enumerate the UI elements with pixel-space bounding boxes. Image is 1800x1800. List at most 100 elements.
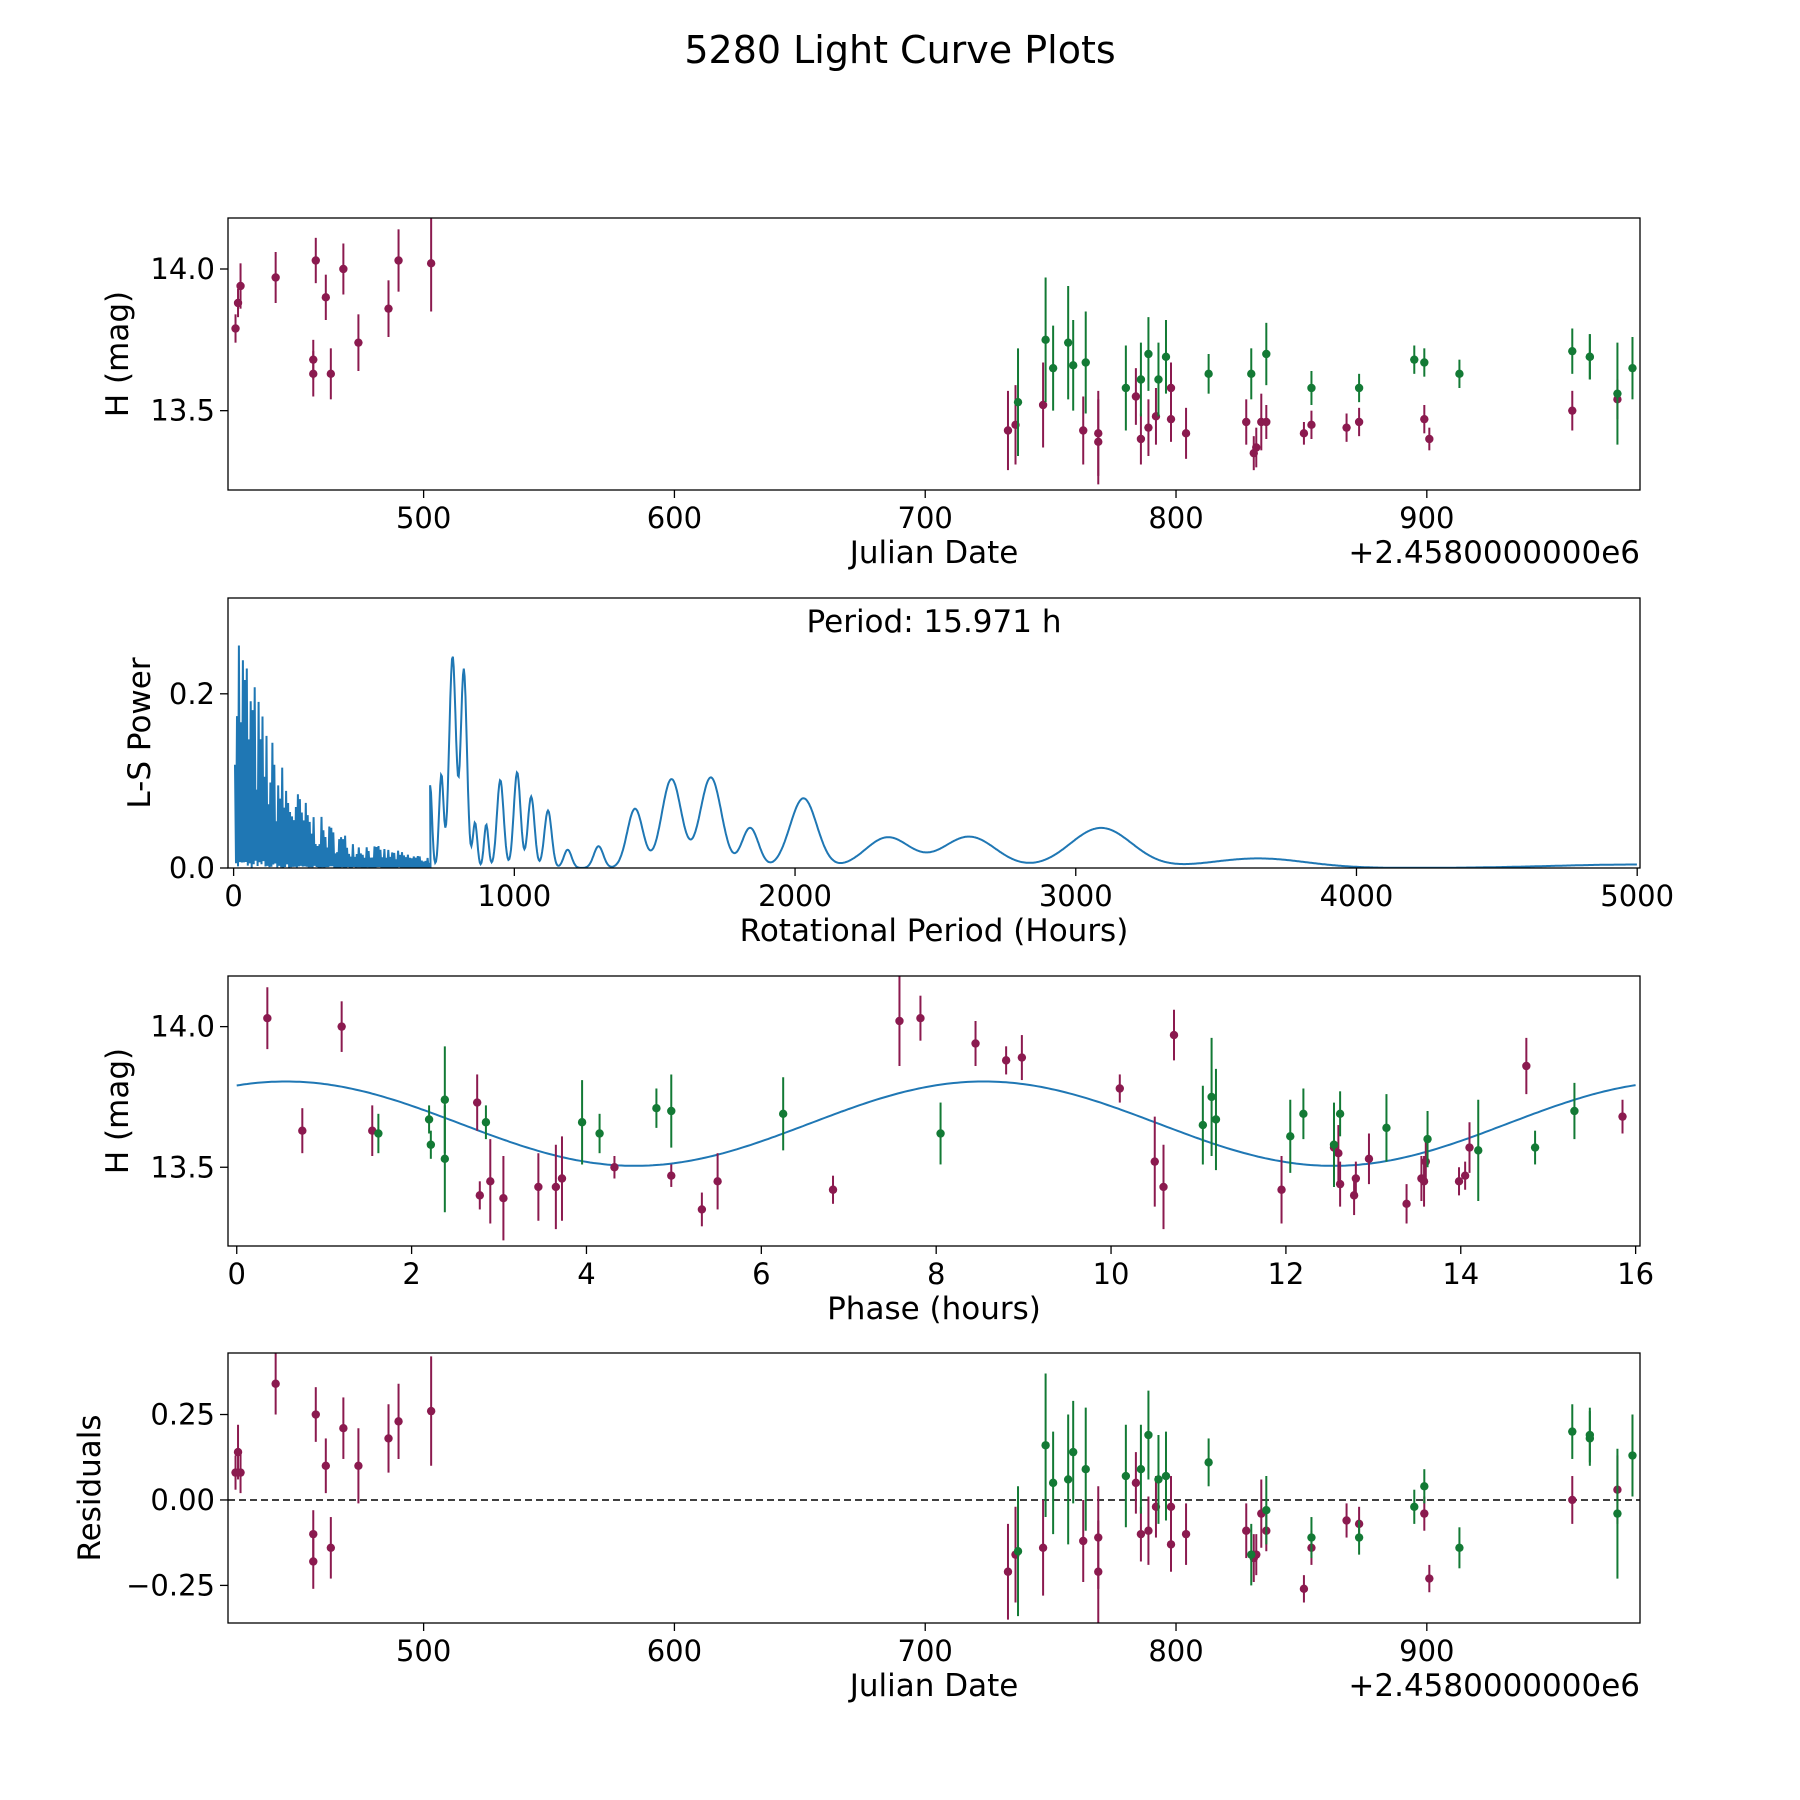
green-data-point: [1570, 1106, 1579, 1116]
maroon-data-point: [309, 1557, 318, 1566]
green-data-point: [1081, 1465, 1090, 1474]
green-data-point: [1455, 369, 1464, 379]
green-data-point: [1382, 1123, 1391, 1133]
green-data-point: [1247, 369, 1256, 379]
green-data-point: [1628, 1451, 1637, 1460]
maroon-data-point: [1136, 434, 1146, 444]
maroon-data-point: [1017, 1053, 1027, 1062]
maroon-data-point: [1079, 426, 1088, 435]
maroon-data-point: [916, 1013, 925, 1023]
maroon-data-point: [1425, 1574, 1434, 1583]
maroon-data-point: [384, 304, 393, 313]
maroon-data-point: [321, 293, 331, 302]
maroon-data-point: [1131, 1478, 1141, 1488]
maroon-data-point: [697, 1205, 707, 1214]
maroon-data-point: [1618, 1112, 1627, 1121]
green-data-point: [1354, 383, 1364, 393]
x-tick-label: 800: [1148, 501, 1203, 535]
y-tick-label: 13.5: [150, 1150, 215, 1184]
maroon-data-point: [1242, 417, 1251, 427]
green-data-point: [1410, 355, 1419, 364]
maroon-data-point: [339, 1423, 348, 1433]
y-tick-label: 0.25: [150, 1398, 215, 1432]
green-data-point: [595, 1129, 604, 1138]
maroon-data-point: [1181, 1529, 1191, 1539]
green-data-point: [1121, 383, 1131, 393]
maroon-data-point: [557, 1174, 567, 1183]
green-data-point: [1068, 361, 1078, 370]
maroon-data-point: [828, 1185, 838, 1194]
green-data-point: [1063, 338, 1073, 347]
maroon-data-point: [394, 1417, 403, 1426]
green-data-point: [1154, 375, 1163, 384]
green-data-point: [1335, 1109, 1345, 1119]
green-data-point: [1530, 1143, 1540, 1152]
x-tick-label: 6: [752, 1257, 770, 1291]
x-tick-label: 800: [1148, 1634, 1203, 1668]
lightcurve-offset-text: +2.4580000000e6: [1348, 535, 1640, 571]
maroon-data-point: [1001, 1056, 1011, 1065]
lightcurve-xlabel: Julian Date: [848, 535, 1019, 571]
y-tick-label: 14.0: [150, 1010, 215, 1044]
green-data-point: [1247, 1550, 1256, 1559]
x-tick-label: 2000: [758, 879, 832, 913]
green-data-point: [1420, 358, 1429, 367]
x-tick-label: 700: [898, 501, 953, 535]
periodogram-ylabel: L-S Power: [122, 657, 158, 808]
residuals-offset-text: +2.4580000000e6: [1348, 1668, 1640, 1704]
maroon-data-point: [1522, 1061, 1531, 1071]
maroon-data-point: [337, 1022, 346, 1031]
maroon-data-point: [1568, 406, 1577, 415]
green-data-point: [1211, 1115, 1221, 1124]
green-data-point: [1136, 375, 1146, 384]
maroon-data-point: [1460, 1171, 1470, 1180]
green-data-point: [1420, 1482, 1429, 1491]
maroon-data-point: [472, 1098, 482, 1107]
maroon-data-point: [1307, 420, 1316, 430]
green-data-point: [1410, 1502, 1419, 1511]
green-data-point: [426, 1140, 436, 1149]
maroon-data-point: [1131, 392, 1141, 401]
maroon-data-point: [534, 1182, 543, 1192]
maroon-data-point: [1342, 1516, 1351, 1525]
green-data-point: [1585, 1430, 1595, 1440]
plot-area: [231, 218, 1637, 485]
y-tick-label: −0.25: [126, 1568, 215, 1602]
x-tick-label: 900: [1399, 501, 1454, 535]
green-data-point: [1455, 1543, 1464, 1553]
x-tick-label: 12: [1267, 1257, 1304, 1291]
maroon-data-point: [1079, 1536, 1088, 1546]
maroon-data-point: [1181, 429, 1191, 438]
maroon-data-point: [1038, 400, 1048, 410]
maroon-data-point: [236, 1468, 245, 1477]
periodogram-panel: L-S Power Rotational Period (Hours) Peri…: [122, 597, 1674, 949]
plot-area: [234, 645, 1637, 868]
green-data-point: [1013, 1547, 1023, 1556]
maroon-data-point: [1144, 1526, 1153, 1535]
maroon-data-point: [271, 273, 280, 282]
maroon-data-point: [1419, 1177, 1429, 1186]
x-tick-label: 2: [402, 1257, 420, 1291]
maroon-data-point: [1003, 426, 1013, 435]
maroon-data-point: [1003, 1567, 1013, 1576]
maroon-data-point: [971, 1039, 980, 1048]
plot-area: [228, 1353, 1640, 1623]
green-data-point: [1568, 346, 1577, 356]
green-data-point: [1262, 1506, 1271, 1515]
maroon-data-point: [394, 256, 403, 265]
green-data-point: [1136, 1465, 1146, 1474]
maroon-data-point: [1159, 1182, 1168, 1192]
maroon-data-point: [1115, 1084, 1124, 1093]
green-data-point: [1307, 383, 1316, 393]
green-data-point: [1329, 1140, 1339, 1149]
maroon-data-point: [339, 264, 348, 274]
green-data-point: [374, 1129, 383, 1138]
green-data-point: [1144, 349, 1153, 359]
green-data-point: [1307, 1533, 1316, 1542]
maroon-data-point: [1420, 414, 1429, 424]
x-tick-label: 0: [228, 1257, 246, 1291]
plot-area: [236, 976, 1636, 1241]
periodogram-xlabel: Rotational Period (Hours): [740, 913, 1129, 949]
maroon-data-point: [1334, 1148, 1343, 1158]
maroon-data-point: [713, 1177, 722, 1186]
